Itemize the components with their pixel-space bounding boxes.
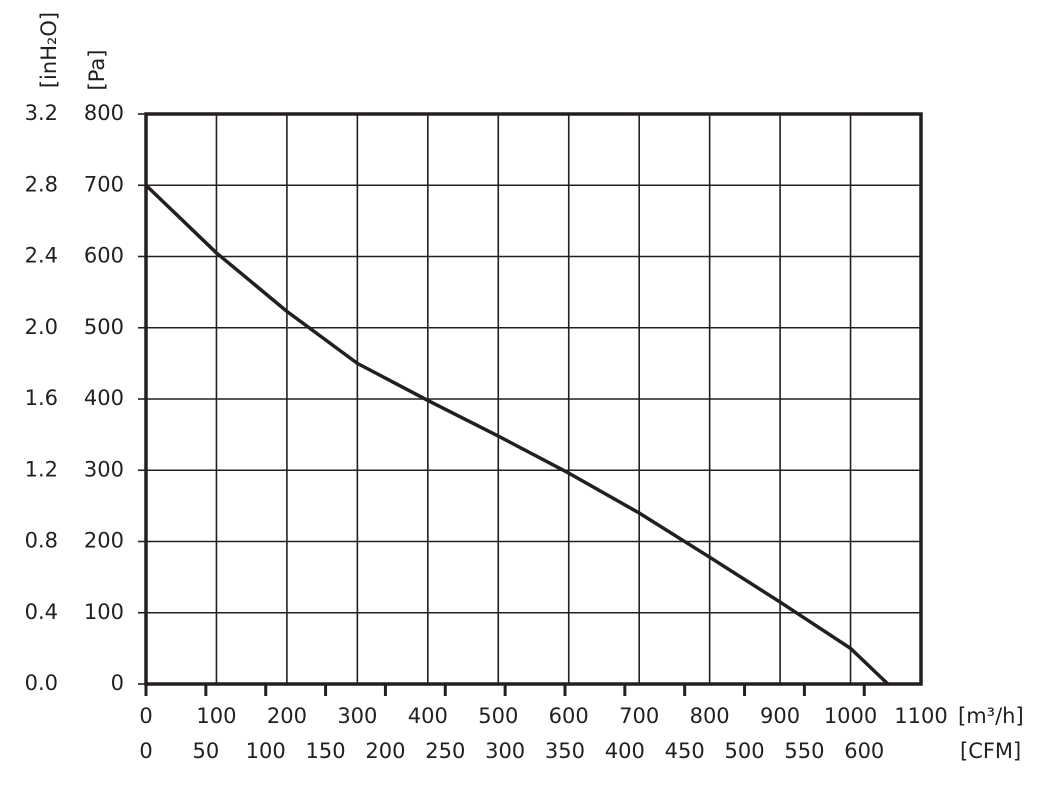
x2-tick-label: 450 [665,739,705,763]
y-tick-label: 300 [84,457,124,481]
x-tick-label: 0 [139,704,152,728]
x-tick-label: 200 [267,704,307,728]
y-tick-label: 600 [84,244,124,268]
y-tick-label: 800 [84,101,124,125]
x-tick-label: 1100 [894,704,947,728]
y-tick-label: 500 [84,315,124,339]
y-tick-label: 0 [111,671,124,695]
x2-tick-label: 50 [192,739,219,763]
x-tick-label: 600 [549,704,589,728]
y-axis-label: [Pa] [85,50,109,91]
pressure-curve [144,183,890,686]
x2-tick-label: 200 [365,739,405,763]
x-tick-label: 700 [619,704,659,728]
x2-tick-label: 300 [485,739,525,763]
x-tick-label: 900 [760,704,800,728]
x2-tick-label: 250 [425,739,465,763]
y2-tick-label: 2.8 [25,172,58,196]
y2-tick-label: 2.4 [25,244,58,268]
y2-tick-label: 0.8 [25,529,58,553]
x-axis-label: [m³/h] [958,704,1024,728]
y2-tick-label: 0.0 [25,671,58,695]
x2-tick-label: 350 [545,739,585,763]
y-tick-label: 100 [84,600,124,624]
y2-tick-label: 2.0 [25,315,58,339]
y-tick-label: 700 [84,172,124,196]
x2-tick-label: 600 [844,739,884,763]
plot-frame [144,112,923,686]
x-tick-label: 800 [690,704,730,728]
y2-tick-label: 1.6 [25,386,58,410]
x2-tick-label: 0 [139,739,152,763]
x-tick-label: 300 [337,704,377,728]
y2-axis-label: [inH₂O] [37,12,61,88]
y2-tick-label: 3.2 [25,101,58,125]
y2-tick-label: 0.4 [25,600,58,624]
x2-tick-label: 100 [246,739,286,763]
x2-tick-label: 500 [725,739,765,763]
x-tick-label: 1000 [824,704,877,728]
x2-tick-label: 400 [605,739,645,763]
x-tick-label: 500 [478,704,518,728]
y2-tick-label: 1.2 [25,457,58,481]
x2-tick-label: 550 [784,739,824,763]
x-tick-label: 400 [408,704,448,728]
x2-tick-label: 150 [306,739,346,763]
y-tick-label: 200 [84,529,124,553]
y-tick-label: 400 [84,386,124,410]
x2-axis-label: [CFM] [960,739,1021,763]
x-tick-label: 100 [196,704,236,728]
